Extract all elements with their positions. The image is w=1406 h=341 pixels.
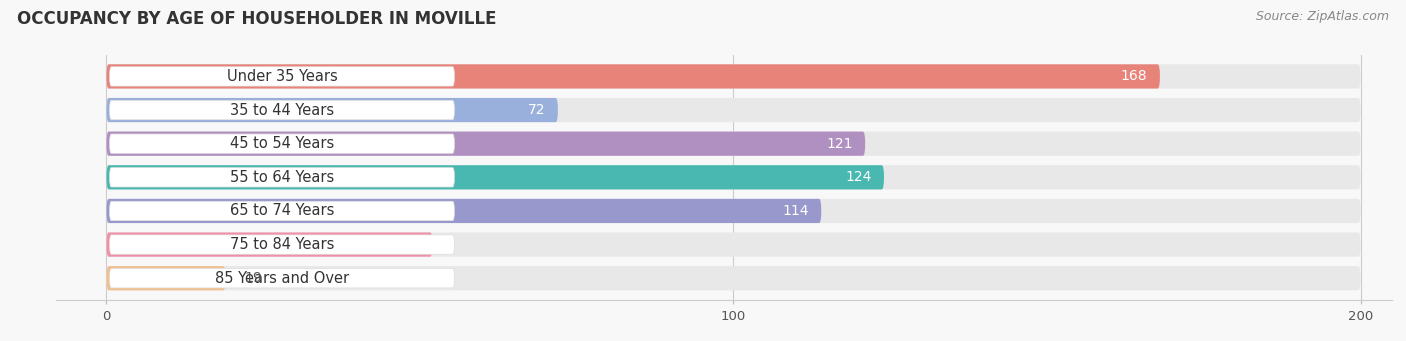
Text: Source: ZipAtlas.com: Source: ZipAtlas.com (1256, 10, 1389, 23)
FancyBboxPatch shape (107, 98, 558, 122)
FancyBboxPatch shape (107, 266, 225, 290)
FancyBboxPatch shape (107, 165, 1361, 190)
Text: 19: 19 (245, 271, 262, 285)
Text: 65 to 74 Years: 65 to 74 Years (229, 204, 335, 219)
FancyBboxPatch shape (107, 64, 1160, 89)
FancyBboxPatch shape (107, 233, 1361, 257)
FancyBboxPatch shape (107, 132, 1361, 156)
Text: 168: 168 (1121, 70, 1147, 84)
FancyBboxPatch shape (110, 168, 454, 187)
Text: 35 to 44 Years: 35 to 44 Years (231, 103, 335, 118)
FancyBboxPatch shape (110, 235, 454, 254)
Text: 55 to 64 Years: 55 to 64 Years (229, 170, 335, 185)
FancyBboxPatch shape (110, 268, 454, 288)
FancyBboxPatch shape (110, 100, 454, 120)
FancyBboxPatch shape (107, 233, 433, 257)
Text: 52: 52 (402, 238, 420, 252)
Text: OCCUPANCY BY AGE OF HOUSEHOLDER IN MOVILLE: OCCUPANCY BY AGE OF HOUSEHOLDER IN MOVIL… (17, 10, 496, 28)
FancyBboxPatch shape (107, 64, 1361, 89)
FancyBboxPatch shape (107, 165, 884, 190)
FancyBboxPatch shape (107, 199, 821, 223)
Text: 75 to 84 Years: 75 to 84 Years (229, 237, 335, 252)
Text: 124: 124 (845, 170, 872, 184)
Text: Under 35 Years: Under 35 Years (226, 69, 337, 84)
Text: 85 Years and Over: 85 Years and Over (215, 271, 349, 286)
FancyBboxPatch shape (107, 132, 865, 156)
FancyBboxPatch shape (107, 266, 1361, 290)
Text: 45 to 54 Years: 45 to 54 Years (229, 136, 335, 151)
Text: 114: 114 (782, 204, 808, 218)
FancyBboxPatch shape (110, 67, 454, 86)
FancyBboxPatch shape (110, 201, 454, 221)
Text: 72: 72 (527, 103, 546, 117)
Text: 121: 121 (827, 137, 852, 151)
FancyBboxPatch shape (107, 98, 1361, 122)
FancyBboxPatch shape (110, 134, 454, 153)
FancyBboxPatch shape (107, 199, 1361, 223)
